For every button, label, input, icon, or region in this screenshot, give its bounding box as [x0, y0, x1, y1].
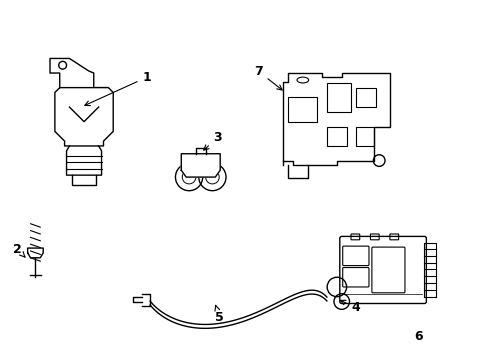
- Bar: [326, 126, 346, 146]
- Text: 2: 2: [13, 243, 25, 257]
- Text: 3: 3: [203, 131, 222, 150]
- Text: 1: 1: [84, 71, 151, 105]
- Text: 4: 4: [340, 300, 360, 314]
- Bar: [356, 87, 375, 107]
- Polygon shape: [55, 87, 113, 146]
- Text: 5: 5: [215, 305, 224, 324]
- Text: 6: 6: [414, 330, 423, 343]
- Bar: [356, 126, 373, 146]
- Bar: [287, 97, 317, 122]
- Bar: [326, 83, 351, 112]
- Text: 7: 7: [254, 65, 282, 90]
- Polygon shape: [28, 248, 43, 258]
- Polygon shape: [181, 154, 220, 177]
- Polygon shape: [66, 146, 102, 175]
